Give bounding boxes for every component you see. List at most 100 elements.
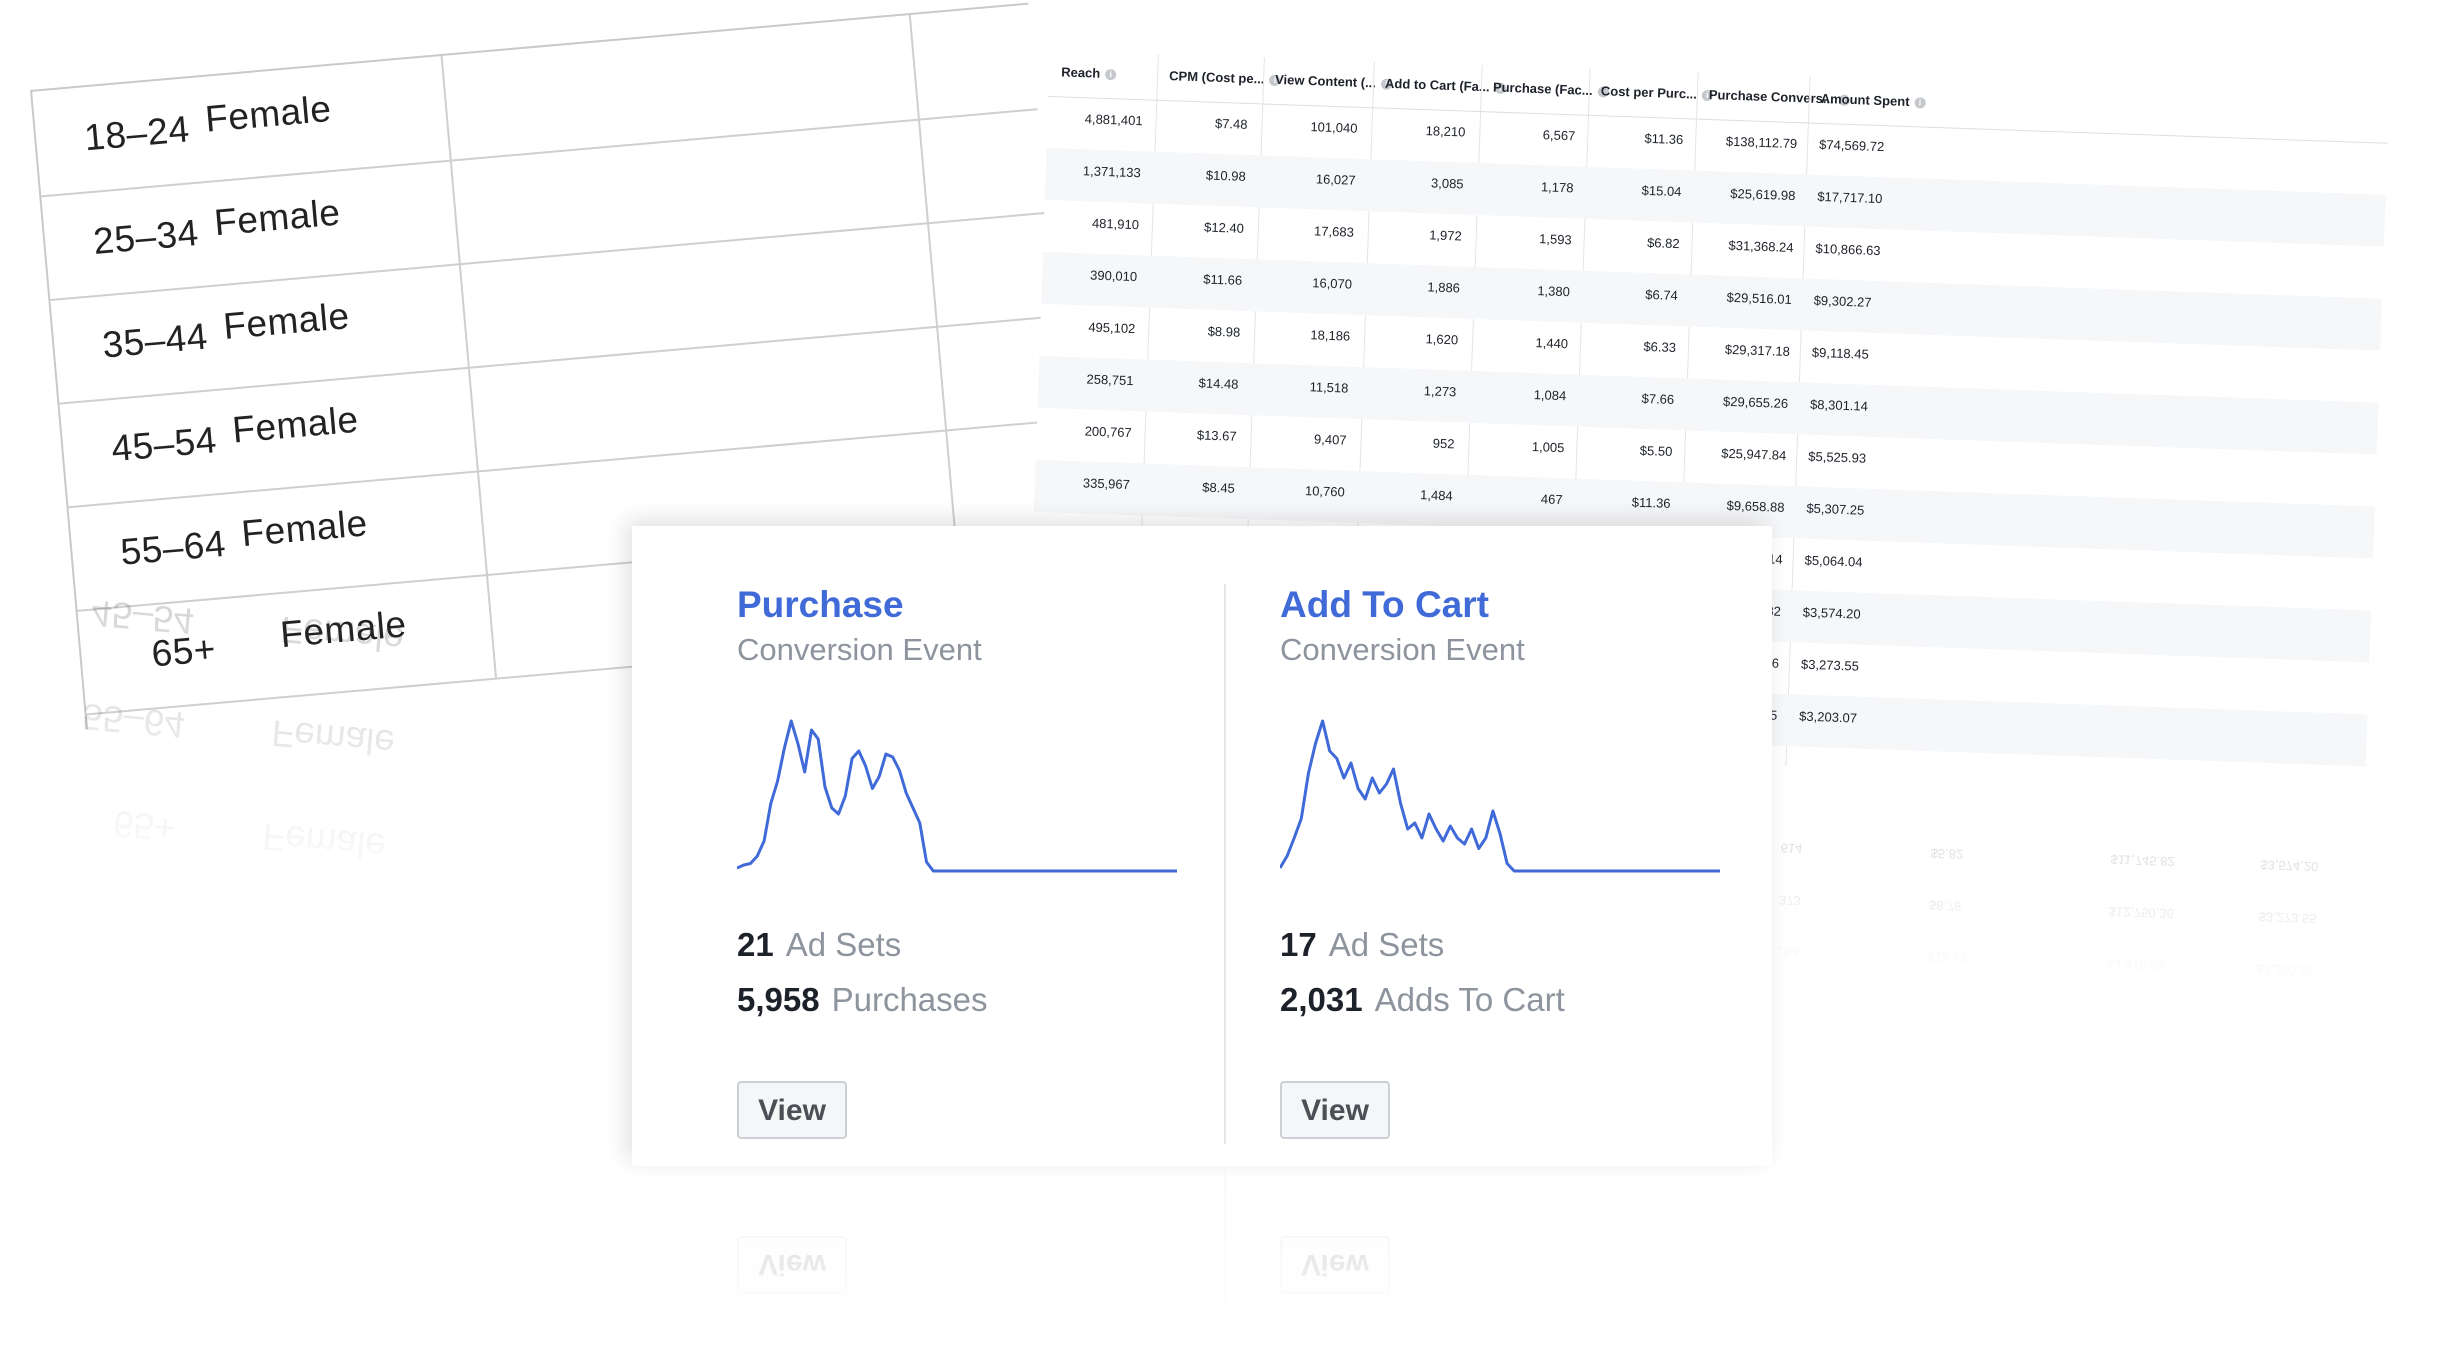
gender-reflection: Female (278, 608, 406, 661)
table-cell: 1,084 (1533, 387, 1567, 404)
view-add-to-cart-button[interactable]: View (1280, 1081, 1390, 1139)
table-cell: $11.36 (1644, 130, 1684, 148)
age-range-reflection: 45–54 (89, 592, 196, 642)
purchases-count: 5,958 (737, 981, 820, 1018)
table-cell: 16,027 (1315, 171, 1356, 188)
add-to-cart-sparkline (1280, 719, 1720, 873)
card-title[interactable]: Purchase (737, 584, 904, 625)
table-cell: $5,307.25 (1806, 500, 1865, 518)
sparkline-path (737, 719, 1177, 873)
table-cell: $9,118.45 (1811, 344, 1870, 362)
column-header[interactable]: Add to Cart (Fa... i (1385, 76, 1506, 95)
table-cell: 335,967 (1082, 475, 1131, 493)
purchases-label: Purchases (831, 981, 988, 1018)
gender-label: Female (212, 191, 342, 244)
ad-sets-label: Ad Sets (785, 926, 902, 963)
table-cell: 1,972 (1428, 227, 1463, 244)
table-cell: 9,407 (1313, 431, 1347, 448)
table-cell-reflection: $4,476.85 (2106, 955, 2165, 974)
table-cell: $15.04 (1641, 182, 1682, 200)
age-range-reflection: 55–64 (80, 695, 187, 746)
table-cell-reflection: $3,273.55 (2258, 909, 2317, 927)
table-cell-reflection: $3,574.20 (2260, 857, 2319, 875)
table-cell: $11.36 (1631, 494, 1671, 511)
table-reflection: 264 $12.13 $4,476.85 $3,203.07 373 $8.78 $12,7… (1766, 749, 2394, 1000)
column-header-label: Purchase Convers... (1708, 87, 1835, 107)
gender-reflection: Female (269, 712, 397, 764)
info-icon[interactable]: i (1914, 97, 1926, 109)
gender-label: Female (221, 295, 352, 347)
table-cell: 467 (1540, 491, 1563, 508)
adds-to-cart-label: Adds To Cart (1374, 981, 1565, 1018)
gender-reflection: Female (260, 815, 388, 868)
table-cell: 1,005 (1531, 439, 1565, 456)
table-cell: 390,010 (1089, 267, 1138, 285)
column-header[interactable]: Reach i (1061, 64, 1117, 81)
table-cell: $25,947.84 (1720, 445, 1787, 463)
ad-sets-stat: 21 Ad Sets (737, 926, 901, 964)
adds-to-cart-count: 2,031 (1280, 981, 1363, 1018)
column-header-label: Purchase (Fac... (1492, 79, 1593, 98)
table-cell: $5.50 (1639, 442, 1673, 459)
table-cell: $17,717.10 (1817, 188, 1883, 207)
age-range: 45–54 (109, 419, 219, 470)
table-cell: $9,658.88 (1726, 497, 1785, 515)
ad-sets-label: Ad Sets (1328, 926, 1445, 963)
table-cell: 11,518 (1309, 379, 1349, 396)
table-cell: 495,102 (1088, 319, 1136, 337)
ad-sets-count: 21 (737, 926, 774, 963)
table-cell: 18,186 (1310, 327, 1351, 344)
table-cell-reflection: $12,750.36 (2108, 904, 2175, 922)
table-cell: $6.82 (1646, 234, 1680, 252)
table-cell: $13.67 (1196, 427, 1237, 444)
column-header-label: Reach (1060, 64, 1101, 81)
table-cell: $14.48 (1198, 375, 1239, 392)
table-cell: 3,085 (1430, 175, 1464, 192)
card-subtitle: Conversion Event (1280, 632, 1525, 667)
table-cell: $6.33 (1643, 338, 1677, 356)
table-cell: $31,368.24 (1728, 237, 1794, 256)
table-cell: 1,380 (1537, 283, 1571, 300)
gender-label: Female (230, 398, 361, 451)
reflection-divider (1224, 1166, 1226, 1354)
table-cell: 952 (1432, 435, 1455, 452)
table-cell-reflection: $8.78 (1928, 897, 1962, 914)
table-cell: $29,516.01 (1726, 289, 1793, 308)
column-header-label: CPM (Cost pe... (1168, 68, 1265, 87)
column-header-label: Cost per Purc... (1600, 83, 1698, 102)
table-cell: $8,301.14 (1809, 396, 1869, 414)
add-to-cart-card: Add To Cart Conversion Event 17 Ad Sets 2… (1280, 526, 1800, 1166)
column-header[interactable]: View Content (... i (1274, 71, 1393, 91)
card-divider (1224, 584, 1226, 1144)
table-cell: 18,210 (1425, 123, 1466, 140)
column-header[interactable]: Purchase (Fac... i (1493, 79, 1609, 98)
table-cell: 1,886 (1427, 279, 1461, 296)
table-cell: 1,593 (1538, 231, 1572, 248)
card-subtitle: Conversion Event (737, 632, 982, 667)
age-range: 35–44 (100, 315, 210, 366)
table-cell: $3,203.07 (1798, 708, 1858, 726)
table-cell: 200,767 (1084, 423, 1132, 441)
table-cell: $9,302.27 (1813, 292, 1872, 310)
sparkline-path (1280, 719, 1720, 873)
card-title[interactable]: Add To Cart (1280, 584, 1489, 625)
age-range: 18–24 (82, 108, 192, 159)
view-button-reflection: View (1280, 1236, 1390, 1294)
table-cell: $12.40 (1203, 219, 1245, 236)
table-cell-reflection: $3,203.07 (2256, 961, 2315, 979)
table-cell: 1,273 (1423, 383, 1457, 400)
table-cell: $11.66 (1203, 271, 1243, 288)
column-header[interactable]: Amount Spent i (1821, 91, 1926, 110)
table-cell: $7.48 (1214, 115, 1248, 132)
table-cell: 4,881,401 (1084, 111, 1143, 129)
view-button-reflection: View (737, 1236, 847, 1294)
table-cell: 1,371,133 (1082, 163, 1142, 181)
table-cell: 1,178 (1540, 179, 1574, 196)
table-cell-reflection: $11,745.82 (2110, 852, 2175, 870)
table-cell: $10.98 (1205, 167, 1246, 184)
view-purchase-button[interactable]: View (737, 1081, 847, 1139)
info-icon[interactable]: i (1105, 68, 1117, 81)
column-header-label: View Content (... (1274, 71, 1377, 91)
table-cell: $6.74 (1645, 286, 1679, 304)
